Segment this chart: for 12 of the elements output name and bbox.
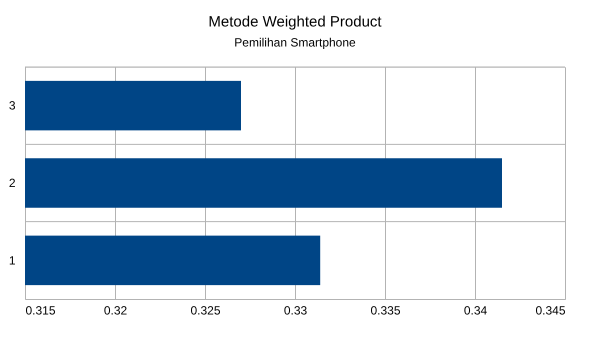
y-tick-label: 1 xyxy=(8,253,16,268)
chart-title: Metode Weighted Product xyxy=(208,14,382,30)
x-tick-label: 0.32 xyxy=(104,304,128,318)
x-tick-label: 0.345 xyxy=(535,304,566,318)
y-tick-label: 3 xyxy=(8,98,16,113)
x-tick-label: 0.325 xyxy=(190,304,221,318)
x-tick-label: 0.315 xyxy=(26,304,56,318)
y-tick-label: 2 xyxy=(8,176,16,190)
x-tick-label: 0.33 xyxy=(284,304,308,318)
chart-subtitle: Pemilihan Smartphone xyxy=(234,36,356,50)
x-tick-label: 0.34 xyxy=(464,304,488,318)
x-tick-label: 0.335 xyxy=(370,304,401,318)
